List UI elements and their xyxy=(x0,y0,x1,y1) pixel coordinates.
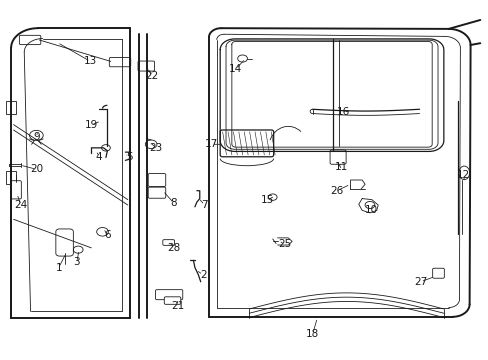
Text: 11: 11 xyxy=(334,162,347,172)
Text: 6: 6 xyxy=(104,230,110,240)
Text: 25: 25 xyxy=(278,239,291,249)
Text: 17: 17 xyxy=(204,139,218,149)
FancyBboxPatch shape xyxy=(148,174,165,186)
Text: 3: 3 xyxy=(73,257,80,267)
Text: 1: 1 xyxy=(55,262,62,273)
Text: 14: 14 xyxy=(229,64,242,74)
Text: 26: 26 xyxy=(329,186,343,196)
Text: 8: 8 xyxy=(170,198,177,208)
FancyBboxPatch shape xyxy=(432,268,444,278)
Text: 24: 24 xyxy=(14,200,27,210)
Text: 18: 18 xyxy=(305,329,319,339)
Text: 10: 10 xyxy=(364,205,377,215)
FancyBboxPatch shape xyxy=(6,171,16,184)
Text: 16: 16 xyxy=(336,107,349,117)
Text: 20: 20 xyxy=(30,164,43,174)
FancyBboxPatch shape xyxy=(329,150,346,164)
Text: 28: 28 xyxy=(167,243,180,253)
FancyBboxPatch shape xyxy=(109,58,130,67)
Text: 4: 4 xyxy=(95,152,102,162)
FancyBboxPatch shape xyxy=(56,229,73,256)
FancyBboxPatch shape xyxy=(20,35,41,45)
Text: 21: 21 xyxy=(170,301,183,311)
FancyBboxPatch shape xyxy=(163,240,174,246)
Text: 27: 27 xyxy=(413,277,426,287)
FancyBboxPatch shape xyxy=(6,102,16,114)
Text: 23: 23 xyxy=(149,143,163,153)
Text: 9: 9 xyxy=(33,132,40,142)
Text: 2: 2 xyxy=(200,270,206,280)
FancyBboxPatch shape xyxy=(148,187,165,198)
FancyBboxPatch shape xyxy=(155,290,183,300)
Text: 13: 13 xyxy=(83,57,97,66)
Ellipse shape xyxy=(458,166,468,180)
Text: 12: 12 xyxy=(456,170,469,180)
FancyBboxPatch shape xyxy=(11,181,21,199)
Text: 22: 22 xyxy=(145,71,159,81)
FancyBboxPatch shape xyxy=(138,61,154,71)
FancyBboxPatch shape xyxy=(164,297,181,304)
Text: 19: 19 xyxy=(84,120,98,130)
Text: 15: 15 xyxy=(261,195,274,204)
Text: 7: 7 xyxy=(201,200,207,210)
Text: 5: 5 xyxy=(126,152,132,162)
